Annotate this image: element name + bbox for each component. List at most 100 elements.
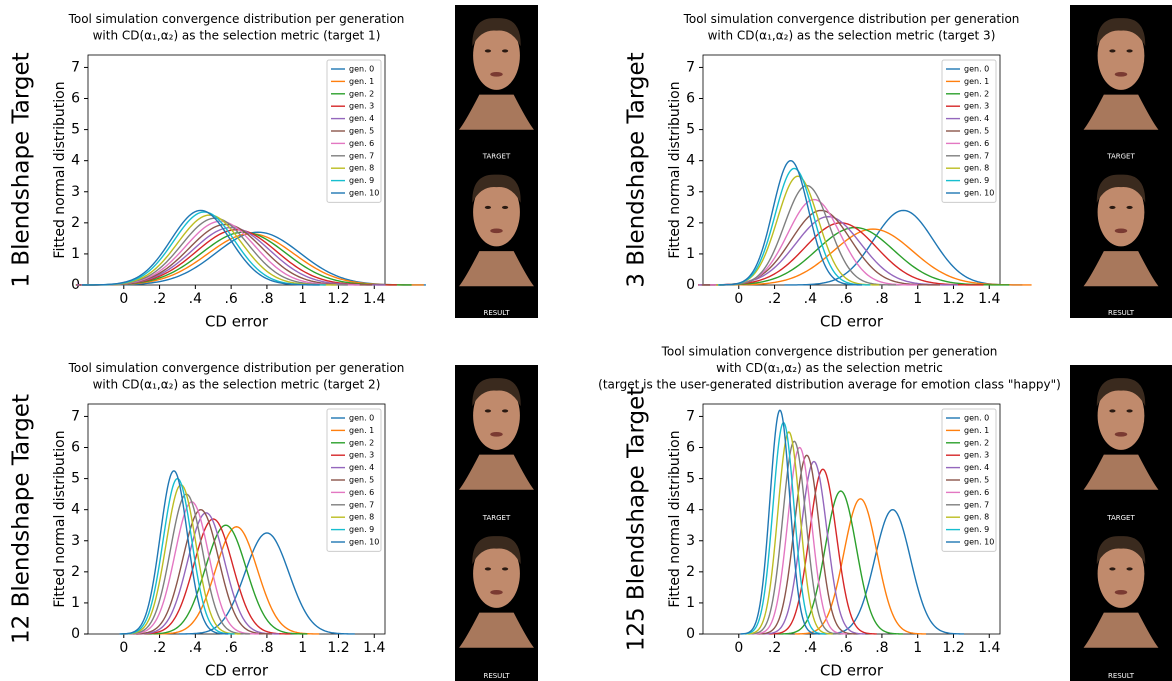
- y-tick-label: 1: [71, 246, 80, 262]
- legend-label: gen. 10: [349, 538, 379, 547]
- hair: [472, 536, 521, 565]
- panel-label: TARGET: [482, 514, 511, 522]
- chart-title: with CD(α₁,α₂) as the selection metric (…: [708, 29, 996, 43]
- legend-label: gen. 9: [964, 176, 989, 185]
- y-tick-label: 3: [686, 184, 695, 200]
- eye: [501, 409, 509, 413]
- x-tick-label: 1.2: [942, 640, 964, 656]
- mouth: [1114, 431, 1128, 437]
- legend-label: gen. 5: [964, 127, 989, 136]
- face: [1097, 381, 1145, 450]
- legend-label: gen. 2: [349, 438, 374, 447]
- y-tick-label: 3: [686, 533, 695, 549]
- legend-label: gen. 8: [964, 513, 989, 522]
- eye: [1109, 409, 1116, 413]
- y-tick-label: 1: [686, 595, 695, 611]
- y-tick-label: 6: [71, 440, 80, 456]
- y-tick-label: 3: [71, 533, 80, 549]
- row-label: 12 Blendshape Target: [9, 394, 35, 644]
- face: [1097, 21, 1145, 90]
- x-tick-label: 1.4: [363, 640, 385, 656]
- legend-label: gen. 6: [964, 139, 989, 148]
- eye: [501, 567, 509, 571]
- x-tick-label: 0: [734, 640, 743, 656]
- legend-label: gen. 3: [964, 451, 989, 460]
- y-tick-label: 7: [686, 408, 695, 424]
- y-tick-label: 2: [686, 564, 695, 580]
- x-axis-label: CD error: [820, 662, 884, 680]
- mouth: [490, 228, 503, 234]
- chart-title: (target is the user-generated distributi…: [598, 378, 1061, 392]
- density-curve: [136, 518, 291, 635]
- y-tick-label: 6: [686, 91, 695, 107]
- y-tick-label: 4: [71, 153, 80, 169]
- neck: [459, 612, 534, 648]
- chart-title: with CD(α₁,α₂) as the selection metric (…: [93, 29, 381, 43]
- y-tick-label: 5: [686, 122, 695, 138]
- y-tick-label: 2: [71, 564, 80, 580]
- legend-label: gen. 0: [964, 65, 989, 74]
- legend-label: gen. 1: [964, 77, 989, 86]
- x-tick-label: .8: [260, 291, 273, 307]
- face: [1097, 539, 1145, 608]
- chart-title: Tool simulation convergence distribution…: [683, 12, 1020, 26]
- density-curve: [702, 209, 941, 286]
- x-tick-label: 1.4: [363, 291, 385, 307]
- panel-label: RESULT: [1108, 672, 1135, 680]
- eye: [1109, 567, 1116, 571]
- row-label: 1 Blendshape Target: [9, 52, 35, 287]
- hair: [472, 174, 521, 203]
- eye: [1126, 409, 1133, 413]
- x-tick-label: 1: [298, 291, 307, 307]
- x-tick-label: .6: [839, 291, 852, 307]
- x-tick-label: .2: [153, 640, 166, 656]
- density-curve: [144, 524, 308, 635]
- x-tick-label: .4: [189, 291, 202, 307]
- face: [473, 21, 520, 90]
- legend-label: gen. 5: [349, 127, 374, 136]
- x-tick-label: .2: [768, 291, 781, 307]
- legend-label: gen. 5: [964, 476, 989, 485]
- x-tick-label: .8: [260, 640, 273, 656]
- x-tick-label: 1.2: [942, 291, 964, 307]
- mouth: [490, 589, 503, 595]
- neck: [1083, 251, 1159, 287]
- legend-label: gen. 7: [349, 151, 374, 160]
- panel-label: TARGET: [482, 153, 511, 161]
- density-curve: [748, 440, 841, 635]
- density-curve: [81, 220, 360, 286]
- eye: [1109, 205, 1116, 209]
- chart-title: Tool simulation convergence distribution…: [661, 345, 998, 359]
- y-tick-label: 4: [686, 153, 695, 169]
- neck: [1083, 94, 1159, 130]
- legend-label: gen. 9: [349, 176, 374, 185]
- legend-label: gen. 10: [964, 189, 994, 198]
- x-tick-label: .4: [189, 640, 202, 656]
- x-tick-label: .4: [804, 640, 817, 656]
- density-curve: [744, 431, 833, 635]
- row-label: 3 Blendshape Target: [624, 52, 650, 287]
- y-tick-label: 0: [686, 626, 695, 642]
- x-axis-label: CD error: [820, 313, 884, 331]
- y-axis-label: Fitted normal distribution: [52, 81, 68, 258]
- x-tick-label: .4: [804, 291, 817, 307]
- density-curve: [757, 454, 857, 635]
- legend-label: gen. 6: [964, 488, 989, 497]
- x-tick-label: 1.2: [327, 640, 349, 656]
- y-axis-label: Fitted normal distribution: [667, 81, 683, 258]
- plot-frame: [87, 54, 386, 286]
- y-tick-label: 5: [686, 471, 695, 487]
- neck: [1083, 612, 1159, 648]
- x-tick-label: 1.4: [978, 291, 1000, 307]
- legend-label: gen. 0: [964, 414, 989, 423]
- legend-label: gen. 3: [964, 102, 989, 111]
- density-curve: [82, 211, 326, 286]
- y-tick-label: 1: [71, 595, 80, 611]
- density-curve: [153, 526, 320, 635]
- x-axis-label: CD error: [205, 313, 269, 331]
- eye: [1126, 567, 1133, 571]
- hair: [1096, 18, 1146, 47]
- panel-label: RESULT: [483, 672, 510, 680]
- eye: [484, 409, 492, 413]
- legend-label: gen. 1: [349, 77, 374, 86]
